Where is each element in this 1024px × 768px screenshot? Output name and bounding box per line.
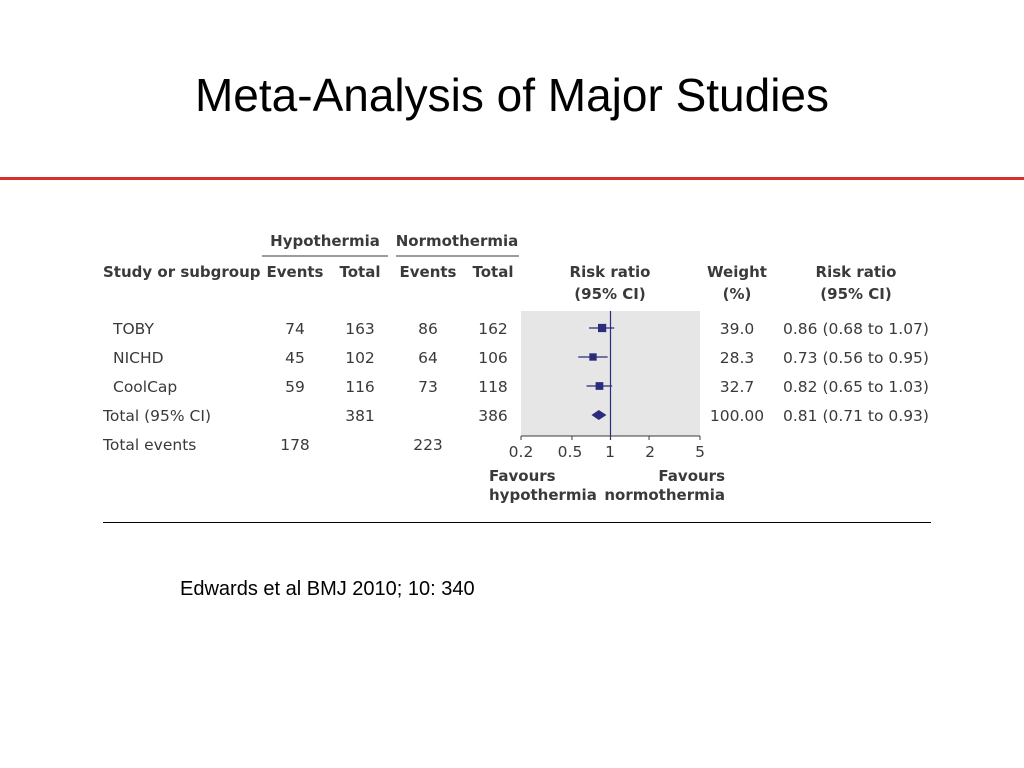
- col-header-rr-ci: (95% CI): [574, 285, 645, 303]
- total-events-label: Total events: [102, 436, 196, 454]
- total-rr-ci-text: 0.81 (0.71 to 0.93): [783, 407, 929, 425]
- point-estimate: [597, 323, 607, 333]
- n-events: 86: [418, 320, 438, 338]
- group-header-normothermia: Normothermia: [396, 232, 519, 250]
- n-total: 162: [478, 320, 508, 338]
- x-tick-label: 1: [605, 443, 615, 461]
- study-row: TOBY 74 163 86 162 39.0 0.86 (0.68 to 1.…: [112, 320, 929, 338]
- h-total: 102: [345, 349, 375, 367]
- total-events-n: 223: [413, 436, 443, 454]
- bottom-divider: [103, 522, 931, 523]
- weight-value: 39.0: [720, 320, 755, 338]
- total-events-row: Total events 178 223: [102, 436, 443, 454]
- col-header-rrci: Risk ratio: [816, 263, 897, 281]
- total-row: Total (95% CI) 381 386 100.00 0.81 (0.71…: [102, 407, 929, 425]
- rr-ci-text: 0.86 (0.68 to 1.07): [783, 320, 929, 338]
- col-header-n-events: Events: [400, 263, 457, 281]
- pooled-diamond: [591, 410, 607, 420]
- total-n-total: 386: [478, 407, 508, 425]
- n-events: 73: [418, 378, 438, 396]
- total-events-h: 178: [280, 436, 310, 454]
- weight-value: 28.3: [720, 349, 755, 367]
- slide-title: Meta-Analysis of Major Studies: [194, 69, 830, 121]
- col-header-weight-unit: (%): [723, 285, 752, 303]
- x-tick-label: 5: [695, 443, 705, 461]
- col-header-h-events: Events: [267, 263, 324, 281]
- title-divider: [0, 177, 1024, 180]
- col-header-rr: Risk ratio: [570, 263, 651, 281]
- point-estimate: [589, 353, 597, 361]
- h-total: 163: [345, 320, 375, 338]
- favours-left-line1: Favours: [489, 467, 556, 485]
- n-events: 64: [418, 349, 438, 367]
- n-total: 106: [478, 349, 508, 367]
- h-events: 59: [285, 378, 305, 396]
- rr-ci-text: 0.82 (0.65 to 1.03): [783, 378, 929, 396]
- citation: Edwards et al BMJ 2010; 10: 340: [180, 578, 475, 600]
- h-events: 45: [285, 349, 305, 367]
- study-name: CoolCap: [113, 378, 177, 396]
- n-total: 118: [478, 378, 508, 396]
- total-h-total: 381: [345, 407, 375, 425]
- col-header-weight: Weight: [707, 263, 767, 281]
- col-header-study: Study or subgroup: [103, 263, 261, 281]
- h-total: 116: [345, 378, 375, 396]
- rr-ci-text: 0.73 (0.56 to 0.95): [783, 349, 929, 367]
- x-tick-label: 0.5: [558, 443, 583, 461]
- total-label: Total (95% CI): [102, 407, 211, 425]
- point-estimate: [595, 382, 604, 390]
- col-header-rrci-ci: (95% CI): [820, 285, 891, 303]
- study-name: NICHD: [113, 349, 164, 367]
- col-header-h-total: Total: [340, 263, 381, 281]
- total-weight: 100.00: [710, 407, 764, 425]
- study-row: CoolCap 59 116 73 118 32.7 0.82 (0.65 to…: [113, 378, 929, 396]
- plot-marks: [520, 311, 701, 440]
- study-row: NICHD 45 102 64 106 28.3 0.73 (0.56 to 0…: [113, 349, 929, 367]
- x-tick-label: 0.2: [509, 443, 534, 461]
- study-name: TOBY: [112, 320, 154, 338]
- favours-right-line1: Favours: [658, 467, 725, 485]
- col-header-n-total: Total: [473, 263, 514, 281]
- weight-value: 32.7: [720, 378, 755, 396]
- group-header-hypothermia: Hypothermia: [270, 232, 380, 250]
- favours-right-line2: normothermia: [604, 486, 725, 504]
- x-tick-label: 2: [645, 443, 655, 461]
- h-events: 74: [285, 320, 305, 338]
- favours-left-line2: hypothermia: [489, 486, 597, 504]
